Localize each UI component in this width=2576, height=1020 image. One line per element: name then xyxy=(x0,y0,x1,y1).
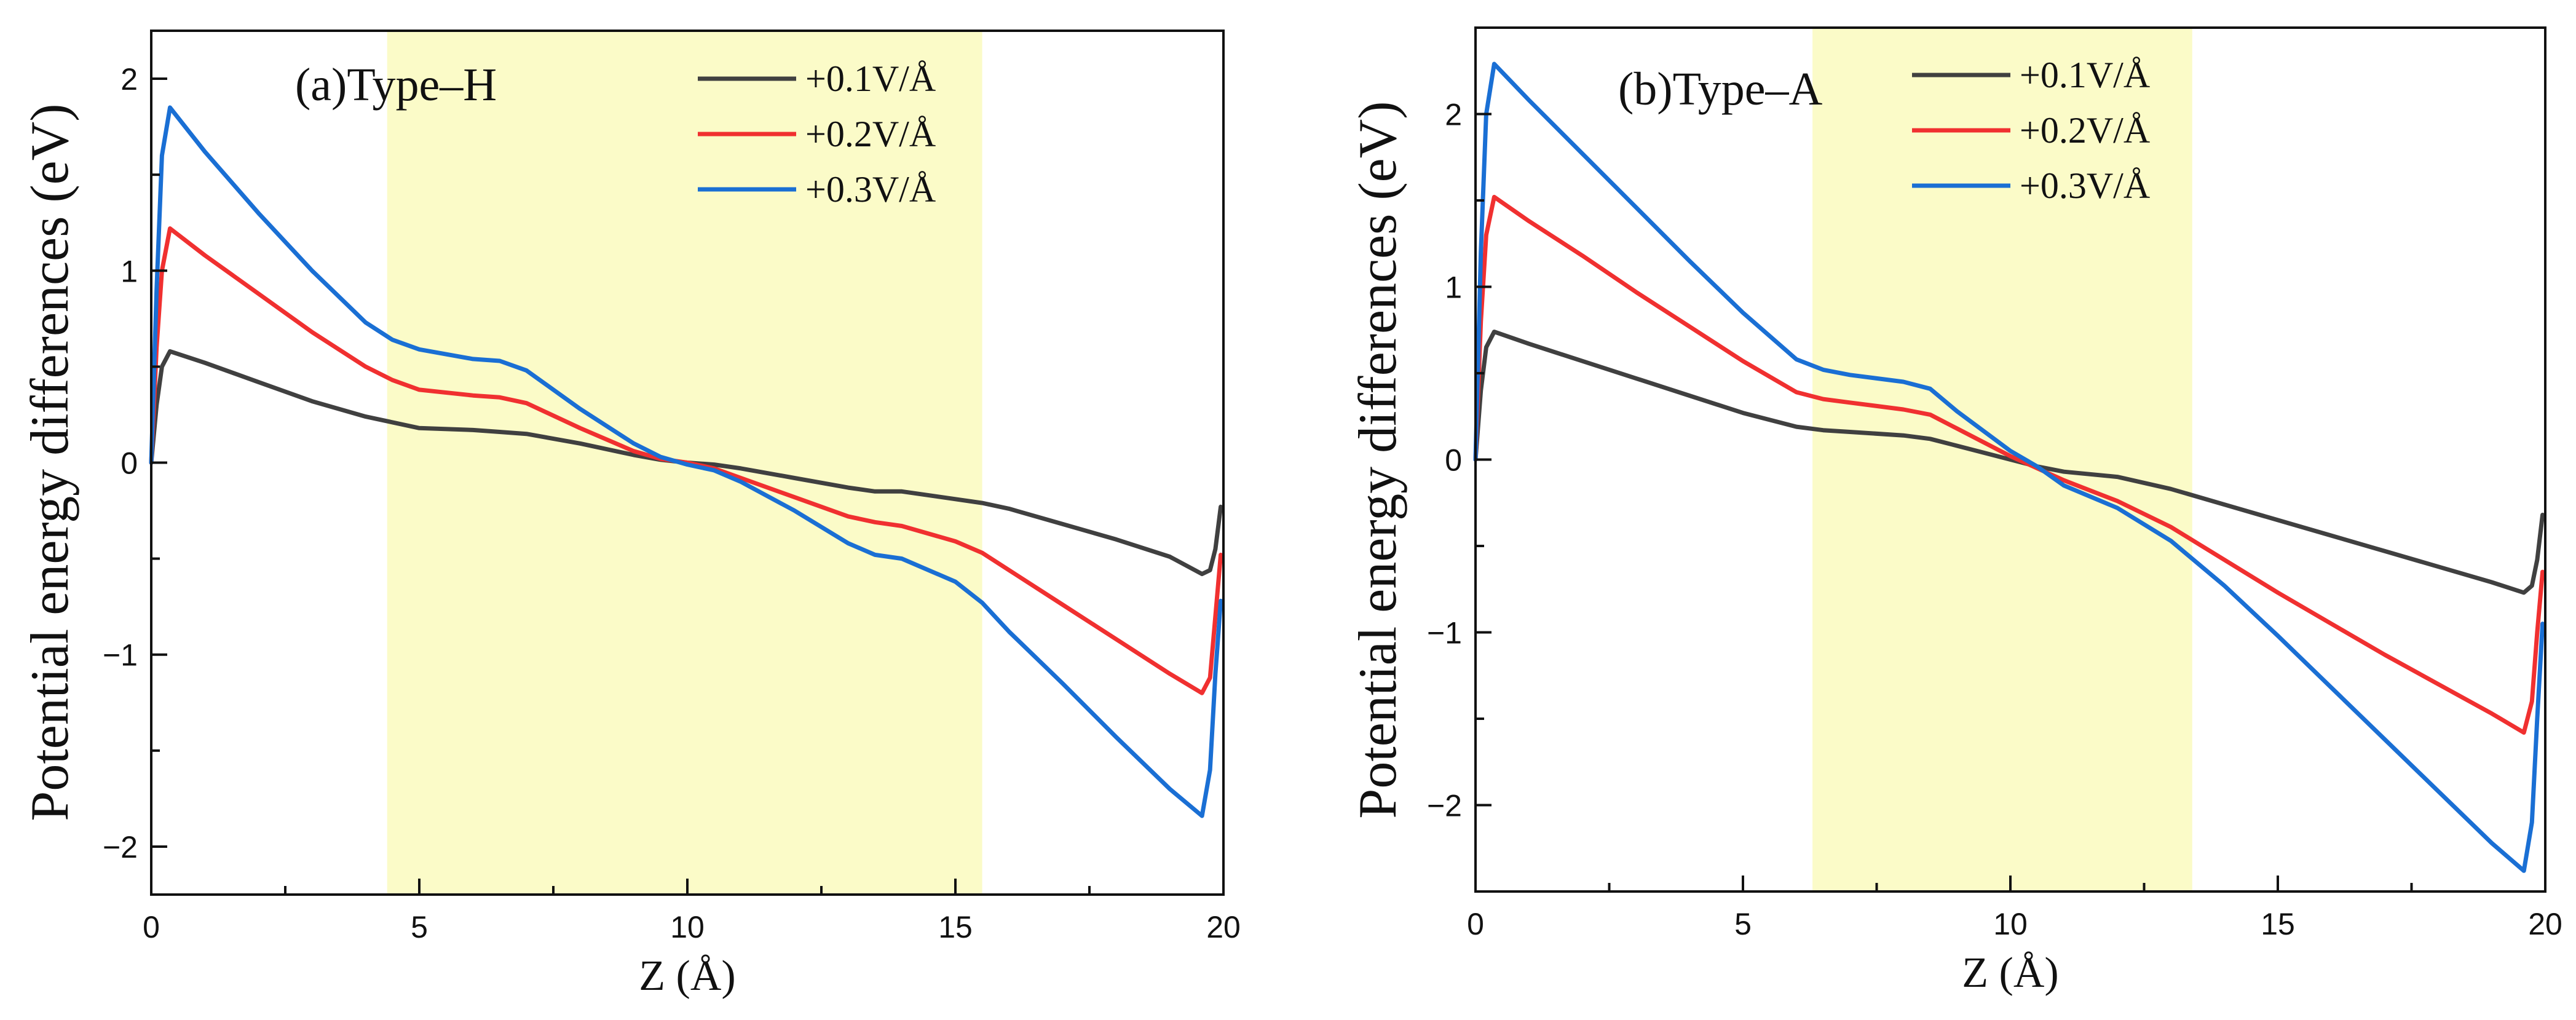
x-tick-label: 15 xyxy=(2261,907,2295,941)
y-tick-label: 2 xyxy=(121,62,138,97)
legend-label: +0.3V/Å xyxy=(2020,165,2150,206)
y-tick-label: 1 xyxy=(121,254,138,288)
chart-panel-b: 0 5 10 15 20 −2 −1 0 1 2 Z (Å) Potential energy dif… xyxy=(1348,26,2562,997)
x-tick-label: 20 xyxy=(1206,910,1241,944)
x-tick-label: 20 xyxy=(2528,907,2562,941)
y-tick-label: −1 xyxy=(1427,616,1462,650)
x-tick-label: 15 xyxy=(938,910,973,944)
legend-label: +0.1V/Å xyxy=(805,58,936,99)
x-axis-title: Z (Å) xyxy=(1962,949,2058,997)
x-axis-title: Z (Å) xyxy=(639,952,735,1000)
y-axis-title: Potential energy differences (eV) xyxy=(20,103,80,821)
legend-label: +0.2V/Å xyxy=(805,114,936,154)
panel-label: (b)Type–A xyxy=(1618,63,1822,115)
y-axis-title: Potential energy differences (eV) xyxy=(1348,101,1408,818)
legend-label: +0.1V/Å xyxy=(2020,55,2150,95)
chart-panel-a: 0 5 10 15 20 −2 −1 0 1 2 Z (Å) Potential energy dif… xyxy=(20,30,1241,1000)
y-tick-label: 0 xyxy=(1445,443,1462,478)
x-tick-label: 10 xyxy=(1993,907,2028,941)
y-tick-label: −2 xyxy=(1427,789,1462,823)
y-tick-label: −1 xyxy=(103,638,138,673)
legend-label: +0.2V/Å xyxy=(2020,110,2150,151)
series-line-3 xyxy=(1473,61,2545,873)
panel-label: (a)Type–H xyxy=(295,59,497,111)
series-line-2 xyxy=(1473,194,2545,735)
x-tick-label: 5 xyxy=(1734,907,1752,941)
y-tick-label: 1 xyxy=(1445,271,1462,305)
series-line-3 xyxy=(149,105,1223,818)
y-tick-label: 2 xyxy=(1445,98,1462,132)
legend: +0.1V/Å +0.2V/Å +0.3V/Å xyxy=(698,58,936,210)
y-tick-label: 0 xyxy=(121,446,138,481)
legend-label: +0.3V/Å xyxy=(805,169,936,210)
x-tick-label: 0 xyxy=(1467,907,1484,941)
x-tick-label: 5 xyxy=(411,910,428,944)
x-tick-label: 10 xyxy=(670,910,705,944)
y-tick-label: −2 xyxy=(103,830,138,864)
x-tick-label: 0 xyxy=(143,910,160,944)
legend: +0.1V/Å +0.2V/Å +0.3V/Å xyxy=(1912,55,2150,206)
series-line-1 xyxy=(1473,330,2545,595)
